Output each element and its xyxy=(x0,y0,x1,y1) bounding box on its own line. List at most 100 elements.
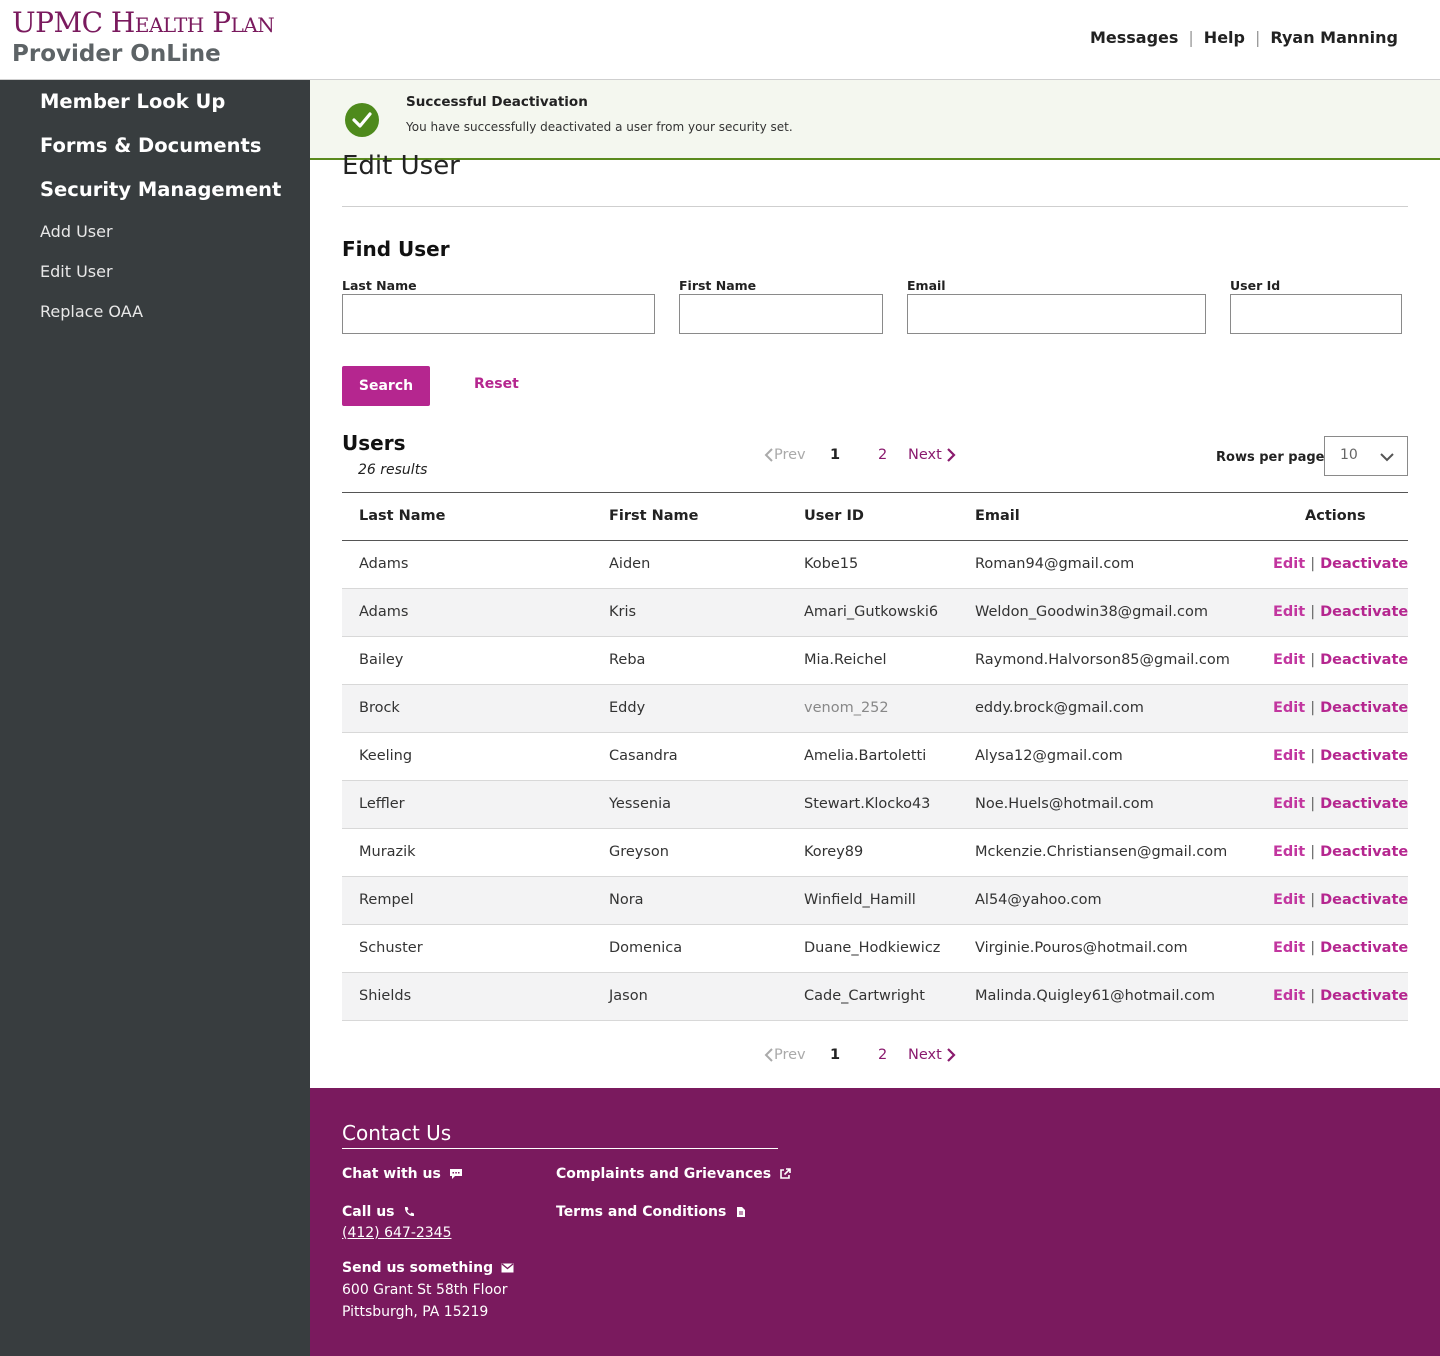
cell-user-id: Stewart.Klocko43 xyxy=(804,796,931,812)
deactivate-link[interactable]: Deactivate xyxy=(1320,652,1409,668)
table-row: Shields Jason Cade_Cartwright Malinda.Quigl… xyxy=(342,973,1408,1021)
edit-link[interactable]: Edit xyxy=(1273,604,1306,620)
sidebar-item-member-look-up[interactable]: Member Look Up xyxy=(40,90,226,113)
column-header-last-name[interactable]: Last Name xyxy=(359,508,446,524)
deactivate-link[interactable]: Deactivate xyxy=(1320,748,1409,764)
sidebar-item-add-user[interactable]: Add User xyxy=(40,222,113,241)
next-page-button[interactable]: Next xyxy=(908,1047,956,1063)
nav-separator: | xyxy=(1188,28,1194,47)
alert-title: Successful Deactivation xyxy=(406,94,588,110)
deactivate-link[interactable]: Deactivate xyxy=(1320,796,1409,812)
deactivate-link[interactable]: Deactivate xyxy=(1320,556,1409,572)
user-menu[interactable]: Ryan Manning xyxy=(1270,28,1398,47)
deactivate-link[interactable]: Deactivate xyxy=(1320,988,1409,1004)
deactivate-link[interactable]: Deactivate xyxy=(1320,940,1409,956)
find-user-title: Find User xyxy=(342,237,450,261)
edit-link[interactable]: Edit xyxy=(1273,892,1306,908)
deactivate-link[interactable]: Deactivate xyxy=(1320,844,1409,860)
messages-link[interactable]: Messages xyxy=(1089,28,1179,47)
next-page-button[interactable]: Next xyxy=(908,447,956,463)
edit-link[interactable]: Edit xyxy=(1273,748,1306,764)
deactivate-link[interactable]: Deactivate xyxy=(1320,604,1409,620)
sidebar-item-forms-documents[interactable]: Forms & Documents xyxy=(40,134,262,157)
address-line-2: Pittsburgh, PA 15219 xyxy=(342,1304,489,1320)
logo-title[interactable]: UPMC Health Plan xyxy=(12,6,275,39)
row-actions: Edit | Deactivate xyxy=(1273,652,1408,668)
sidebar-item-replace-oaa[interactable]: Replace OAA xyxy=(40,302,144,321)
phone-number-link[interactable]: (412) 647-2345 xyxy=(342,1225,452,1241)
table-row: Bailey Reba Mia.Reichel Raymond.Halvorson85… xyxy=(342,637,1408,685)
sidebar-item-security-management[interactable]: Security Management xyxy=(40,178,282,201)
edit-link[interactable]: Edit xyxy=(1273,700,1306,716)
cell-last-name: Rempel xyxy=(359,892,414,908)
cell-first-name: Yessenia xyxy=(609,796,671,812)
column-header-first-name[interactable]: First Name xyxy=(609,508,699,524)
rows-per-page-select[interactable]: 10 xyxy=(1324,436,1408,476)
external-link-icon xyxy=(780,1168,791,1179)
phone-icon xyxy=(404,1207,414,1217)
pagination-bottom: Prev 1 2 Next xyxy=(764,1045,956,1065)
action-separator: | xyxy=(1310,940,1316,956)
edit-link[interactable]: Edit xyxy=(1273,940,1306,956)
edit-link[interactable]: Edit xyxy=(1273,844,1306,860)
column-header-actions: Actions xyxy=(1305,508,1366,524)
edit-link[interactable]: Edit xyxy=(1273,652,1306,668)
users-title: Users xyxy=(342,431,406,455)
deactivate-link[interactable]: Deactivate xyxy=(1320,700,1409,716)
reset-button[interactable]: Reset xyxy=(474,376,519,392)
cell-user-id: Cade_Cartwright xyxy=(804,988,925,1004)
user-id-input[interactable] xyxy=(1230,294,1402,334)
page-1-link[interactable]: 1 xyxy=(830,447,841,463)
document-icon xyxy=(737,1207,746,1217)
cell-last-name: Brock xyxy=(359,700,400,716)
sidebar-item-edit-user[interactable]: Edit User xyxy=(40,262,113,281)
cell-user-id: Amari_Gutkowski6 xyxy=(804,604,939,620)
cell-first-name: Kris xyxy=(609,604,637,620)
call-us: Call us xyxy=(342,1204,415,1220)
cell-email: Raymond.Halvorson85@gmail.com xyxy=(975,652,1230,668)
page-2-link[interactable]: 2 xyxy=(878,447,888,463)
cell-last-name: Murazik xyxy=(359,844,416,860)
last-name-label: Last Name xyxy=(342,278,417,293)
deactivate-link[interactable]: Deactivate xyxy=(1320,892,1409,908)
edit-link[interactable]: Edit xyxy=(1273,556,1306,572)
row-actions: Edit | Deactivate xyxy=(1273,748,1408,764)
terms-link[interactable]: Terms and Conditions xyxy=(556,1204,746,1220)
complaints-link[interactable]: Complaints and Grievances xyxy=(556,1166,791,1182)
row-actions: Edit | Deactivate xyxy=(1273,844,1408,860)
column-header-user-id[interactable]: User ID xyxy=(804,508,864,524)
table-row: Adams Aiden Kobe15 Roman94@gmail.com Edit | De… xyxy=(342,541,1408,589)
last-name-input[interactable] xyxy=(342,294,655,334)
user-id-label: User Id xyxy=(1230,278,1281,293)
action-separator: | xyxy=(1310,988,1316,1004)
action-separator: | xyxy=(1310,556,1316,572)
contact-us-title: Contact Us xyxy=(342,1121,452,1145)
cell-last-name: Adams xyxy=(359,556,409,572)
rows-per-page-value: 10 xyxy=(1340,447,1358,463)
logo-subtitle[interactable]: Provider OnLine xyxy=(12,41,221,67)
email-input[interactable] xyxy=(907,294,1206,334)
page-1-link[interactable]: 1 xyxy=(830,1047,841,1063)
users-table: Last Name First Name User ID Email Actio… xyxy=(342,492,1408,1021)
first-name-input[interactable] xyxy=(679,294,883,334)
page-2-link[interactable]: 2 xyxy=(878,1047,888,1063)
pagination-top: Prev 1 2 Next xyxy=(764,445,956,465)
footer: Contact Us Chat with us Call us (412) 64… xyxy=(310,1088,1440,1356)
table-row: Leffler Yessenia Stewart.Klocko43 Noe.Huels… xyxy=(342,781,1408,829)
edit-link[interactable]: Edit xyxy=(1273,796,1306,812)
chat-link[interactable]: Chat with us xyxy=(342,1166,463,1182)
call-label: Call us xyxy=(342,1204,395,1220)
cell-user-id: Korey89 xyxy=(804,844,864,860)
cell-last-name: Keeling xyxy=(359,748,413,764)
email-label: Email xyxy=(907,278,946,293)
prev-page-button[interactable]: Prev xyxy=(764,447,830,463)
column-header-email[interactable]: Email xyxy=(975,508,1020,524)
search-button[interactable]: Search xyxy=(342,366,430,406)
edit-link[interactable]: Edit xyxy=(1273,988,1306,1004)
chevron-right-icon xyxy=(947,448,956,462)
top-nav: Messages | Help | Ryan Manning xyxy=(1090,28,1398,47)
help-link[interactable]: Help xyxy=(1203,28,1245,47)
prev-page-button[interactable]: Prev xyxy=(764,1047,830,1063)
cell-last-name: Bailey xyxy=(359,652,404,668)
table-row: Rempel Nora Winfield_Hamill Al54@yahoo.com E… xyxy=(342,877,1408,925)
